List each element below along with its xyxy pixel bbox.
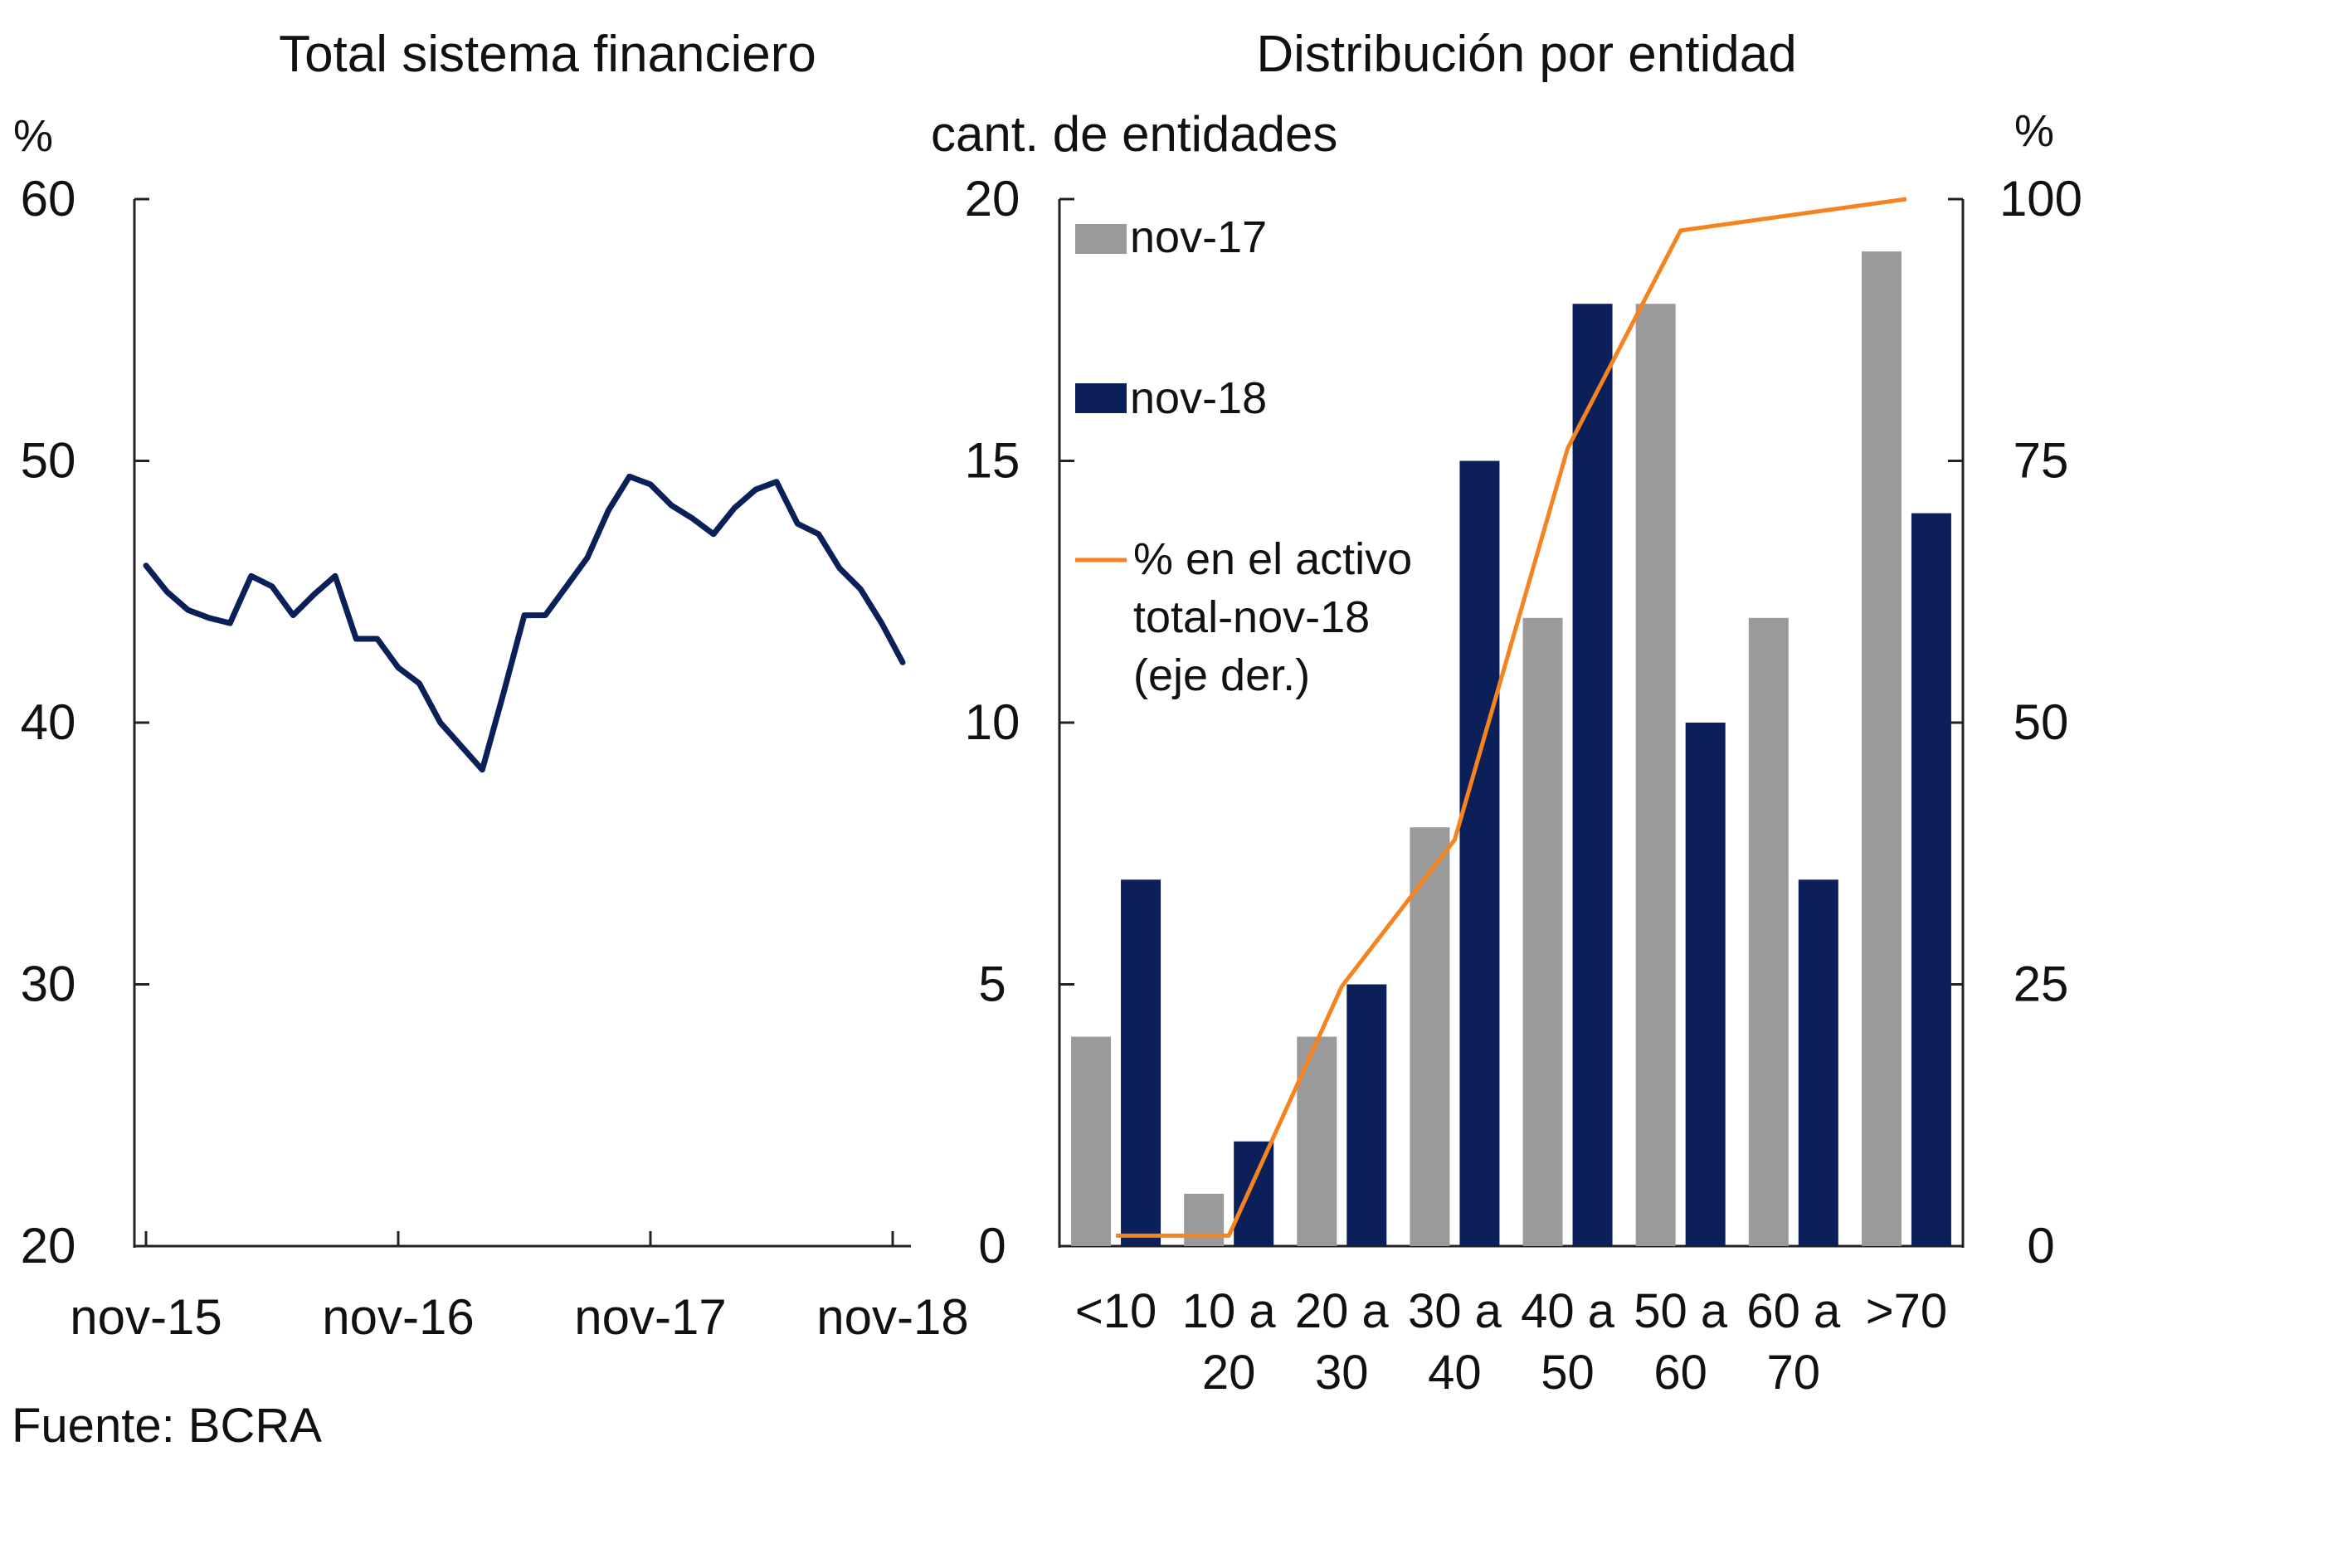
bar-nov-18-2 — [1346, 984, 1387, 1246]
category-label-3-1: 40 — [1428, 1346, 1482, 1400]
left-x-tick-label: nov-16 — [322, 1289, 474, 1345]
left-x-tick-label: nov-15 — [70, 1289, 222, 1345]
left-y-tick-label: 20 — [21, 1218, 76, 1273]
left-y-tick-label: 30 — [21, 957, 76, 1012]
left-x-axis: nov-15 nov-16 nov-17 nov-18 — [70, 1231, 969, 1345]
right-y-tick-label: 20 — [965, 171, 1020, 226]
category-label-6-1: 70 — [1767, 1346, 1821, 1400]
legend-item-nov17: nov-17 — [1075, 212, 1267, 262]
bar-nov-17-7 — [1861, 251, 1902, 1247]
bar-nov-18-4 — [1572, 304, 1613, 1247]
bar-nov-18-1 — [1234, 1141, 1274, 1246]
bar-nov-17-1 — [1184, 1193, 1225, 1246]
left-chart-title: Total sistema financiero — [279, 26, 816, 83]
bar-nov-18-6 — [1798, 879, 1838, 1246]
legend-label-nov17: nov-17 — [1130, 212, 1267, 262]
right-y-tick-label: 15 — [965, 433, 1020, 489]
right-y-tick-label: 5 — [978, 957, 1006, 1012]
bar-nov-17-3 — [1410, 827, 1450, 1246]
category-label-4-0: 40 a — [1521, 1284, 1615, 1338]
right-chart: Distribución por entidad cant. de entida… — [931, 26, 2082, 1400]
right-y2-axis: 0 25 50 75 100 — [1948, 171, 2082, 1273]
legend: nov-17 nov-18 % en el activo total-nov-1… — [1075, 212, 1412, 700]
bar-nov-17-6 — [1748, 617, 1789, 1246]
bar-nov-18-5 — [1685, 723, 1726, 1246]
bar-nov-18-3 — [1459, 460, 1500, 1246]
bar-nov-18-0 — [1121, 879, 1161, 1246]
category-label-6-0: 60 a — [1746, 1284, 1841, 1338]
legend-label-line-1: % en el activo — [1133, 534, 1412, 584]
left-x-tick-label: nov-17 — [574, 1289, 726, 1345]
bar-nov-17-4 — [1522, 617, 1563, 1246]
legend-label-line-3: (eje der.) — [1133, 650, 1310, 700]
left-series-line — [143, 473, 906, 773]
bar-nov-17-0 — [1071, 1036, 1112, 1246]
left-y-tick-label: 40 — [21, 694, 76, 750]
right-y2-tick-label: 100 — [1999, 171, 2082, 226]
left-y-tick-label: 50 — [21, 433, 76, 489]
legend-item-nov18: nov-18 — [1075, 373, 1267, 423]
category-label-3-0: 30 a — [1408, 1284, 1502, 1338]
left-y-axis: 20 30 40 50 60 — [21, 171, 149, 1273]
right-chart-title: Distribución por entidad — [1256, 26, 1796, 83]
cumulative-share-line — [1116, 197, 1907, 1238]
source-note: Fuente: BCRA — [12, 1399, 322, 1453]
legend-label-line-2: total-nov-18 — [1133, 592, 1370, 642]
category-label-2-0: 20 a — [1295, 1284, 1390, 1338]
bar-nov-17-5 — [1635, 304, 1676, 1247]
category-label-0-0: <10 — [1075, 1284, 1157, 1338]
left-x-tick-label: nov-18 — [816, 1289, 968, 1345]
left-y-tick-label: 60 — [21, 171, 76, 226]
legend-item-line: % en el activo total-nov-18 (eje der.) — [1075, 534, 1412, 700]
right-y-axis: 0 5 10 15 20 — [965, 171, 1074, 1273]
legend-label-nov18: nov-18 — [1130, 373, 1267, 423]
category-label-4-1: 50 — [1541, 1346, 1595, 1400]
right-y2-tick-label: 75 — [2014, 433, 2069, 489]
legend-swatch-nov18 — [1075, 383, 1127, 413]
right-y2-tick-label: 50 — [2014, 694, 2069, 750]
category-label-1-0: 10 a — [1182, 1284, 1277, 1338]
right-x-axis: <10 10 a 20 20 a 30 30 a 40 40 a 50 50 a 60 60 a 70 >… — [1075, 1284, 1947, 1400]
legend-swatch-nov17 — [1075, 224, 1127, 254]
left-chart: Total sistema financiero % 20 30 40 50 60 no… — [13, 26, 969, 1345]
right-y-axis-label: cant. de entidades — [931, 106, 1337, 162]
right-y2-tick-label: 25 — [2014, 957, 2069, 1012]
category-label-7-0: >70 — [1866, 1284, 1947, 1338]
right-y-tick-label: 10 — [965, 694, 1020, 750]
left-y-axis-label: % — [13, 111, 53, 161]
bar-nov-18-7 — [1911, 513, 1951, 1246]
right-y2-tick-label: 0 — [2027, 1218, 2054, 1273]
category-label-5-0: 50 a — [1634, 1284, 1728, 1338]
category-label-2-1: 30 — [1315, 1346, 1369, 1400]
category-label-5-1: 60 — [1653, 1346, 1707, 1400]
right-y2-axis-label: % — [2014, 106, 2054, 156]
right-y-tick-label: 0 — [978, 1218, 1006, 1273]
right-bars — [1071, 251, 1951, 1247]
category-label-1-1: 20 — [1202, 1346, 1256, 1400]
